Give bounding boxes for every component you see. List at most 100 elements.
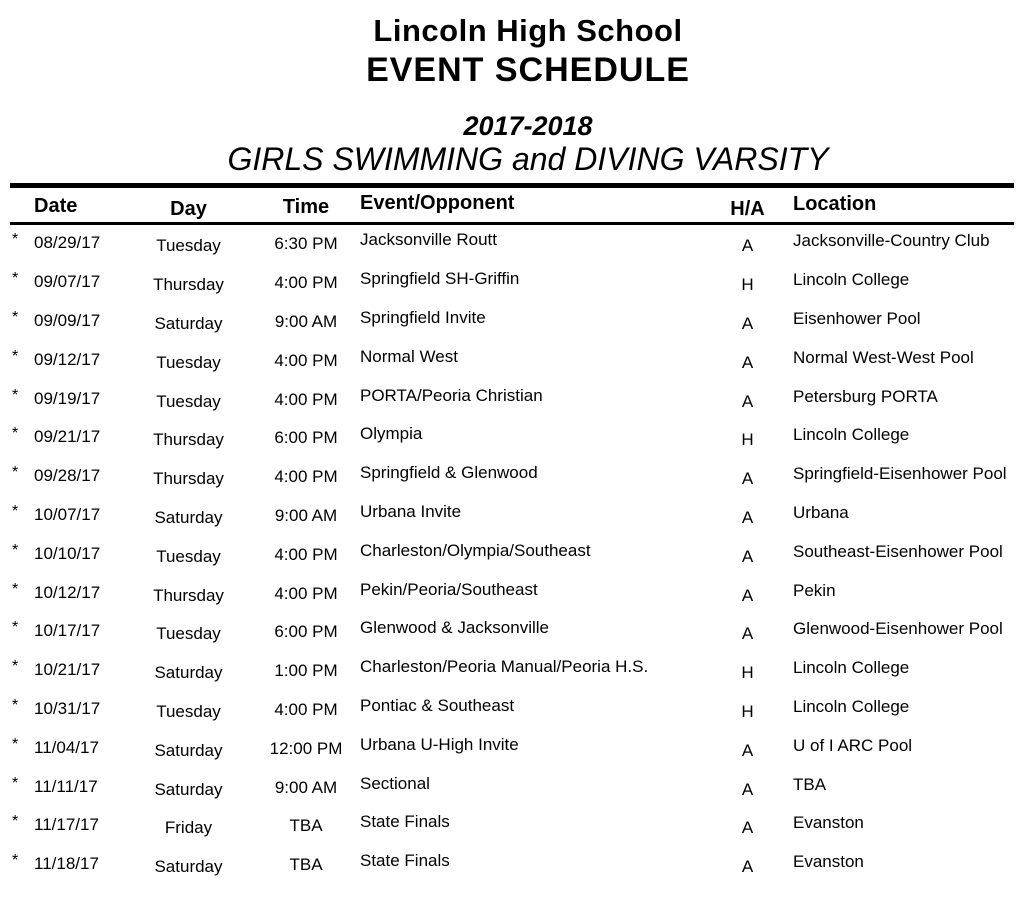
table-row: * 11/11/17 Saturday 9:00 AM Sectional A … bbox=[0, 767, 1024, 806]
home-away-cell: A bbox=[741, 236, 754, 256]
day-cell: Thursday bbox=[153, 275, 224, 295]
event-opponent-cell: Springfield & Glenwood bbox=[360, 463, 538, 483]
time-cell: 9:00 AM bbox=[274, 777, 338, 797]
column-header-day: Day bbox=[170, 197, 207, 220]
event-opponent-cell: Pekin/Peoria/Southeast bbox=[360, 579, 538, 599]
event-opponent-cell: Sectional bbox=[360, 773, 430, 793]
date-cell: 11/11/17 bbox=[34, 776, 98, 796]
home-away-cell: A bbox=[741, 740, 754, 760]
date-cell: 09/12/17 bbox=[34, 349, 101, 369]
table-header-row: Date Day Time Event/Opponent H/A Locatio… bbox=[0, 192, 1024, 220]
day-cell: Friday bbox=[164, 818, 213, 838]
location-cell: Evanston bbox=[793, 813, 864, 833]
event-opponent-cell: Charleston/Olympia/Southeast bbox=[360, 540, 591, 560]
event-opponent-cell: Pontiac & Southeast bbox=[360, 695, 515, 715]
date-cell: 09/07/17 bbox=[34, 272, 101, 292]
date-cell: 09/09/17 bbox=[34, 310, 101, 330]
row-marker: * bbox=[12, 813, 19, 831]
home-away-cell: A bbox=[741, 546, 754, 566]
location-cell: Pekin bbox=[793, 580, 836, 600]
time-cell: TBA bbox=[289, 816, 323, 836]
column-header-date: Date bbox=[34, 194, 78, 217]
divider-thick bbox=[10, 183, 1014, 188]
day-cell: Saturday bbox=[154, 857, 223, 877]
day-cell: Tuesday bbox=[156, 701, 221, 721]
date-cell: 11/04/17 bbox=[34, 737, 99, 757]
time-cell: 12:00 PM bbox=[269, 738, 343, 758]
location-cell: Lincoln College bbox=[793, 270, 910, 290]
date-cell: 10/07/17 bbox=[34, 504, 101, 524]
day-cell: Thursday bbox=[153, 469, 224, 489]
time-cell: TBA bbox=[289, 855, 323, 875]
date-cell: 10/10/17 bbox=[34, 543, 101, 563]
home-away-cell: H bbox=[741, 701, 754, 721]
time-cell: 4:00 PM bbox=[274, 389, 338, 409]
day-cell: Tuesday bbox=[156, 236, 221, 256]
column-header-location: Location bbox=[793, 192, 877, 215]
location-cell: Jacksonville-Country Club bbox=[793, 231, 990, 251]
time-cell: 6:00 PM bbox=[274, 622, 338, 642]
row-marker: * bbox=[12, 696, 19, 714]
time-cell: 4:00 PM bbox=[274, 583, 338, 603]
day-cell: Thursday bbox=[153, 585, 224, 605]
day-cell: Saturday bbox=[154, 663, 223, 683]
time-cell: 1:00 PM bbox=[274, 661, 338, 681]
divider-thin bbox=[10, 222, 1014, 225]
page-title: EVENT SCHEDULE bbox=[366, 51, 690, 89]
home-away-cell: H bbox=[741, 275, 754, 295]
table-row: * 10/12/17 Thursday 4:00 PM Pekin/Peoria… bbox=[0, 573, 1024, 612]
row-marker: * bbox=[12, 658, 19, 676]
location-cell: Springfield-Eisenhower Pool bbox=[793, 464, 1007, 484]
location-cell: Normal West-West Pool bbox=[793, 347, 974, 367]
table-row: * 09/21/17 Thursday 6:00 PM Olympia H Li… bbox=[0, 418, 1024, 457]
event-opponent-cell: Glenwood & Jacksonville bbox=[360, 618, 549, 638]
date-cell: 09/28/17 bbox=[34, 466, 101, 486]
event-opponent-cell: Charleston/Peoria Manual/Peoria H.S. bbox=[360, 657, 649, 677]
day-cell: Saturday bbox=[154, 740, 223, 760]
date-cell: 11/17/17 bbox=[34, 815, 99, 835]
home-away-cell: A bbox=[741, 624, 754, 644]
event-opponent-cell: Springfield SH-Griffin bbox=[360, 269, 520, 289]
table-row: * 09/28/17 Thursday 4:00 PM Springfield … bbox=[0, 457, 1024, 496]
home-away-cell: A bbox=[741, 779, 754, 799]
row-marker: * bbox=[12, 619, 19, 637]
home-away-cell: H bbox=[741, 663, 754, 683]
location-cell: TBA bbox=[793, 774, 827, 794]
table-row: * 11/17/17 Friday TBA State Finals A Eva… bbox=[0, 806, 1024, 845]
table-row: * 09/07/17 Thursday 4:00 PM Springfield … bbox=[0, 263, 1024, 302]
day-cell: Saturday bbox=[154, 779, 223, 799]
season-label: 2017-2018 bbox=[463, 111, 593, 141]
event-opponent-cell: PORTA/Peoria Christian bbox=[360, 385, 543, 405]
time-cell: 9:00 AM bbox=[274, 311, 338, 331]
day-cell: Tuesday bbox=[156, 352, 221, 372]
row-marker: * bbox=[12, 347, 19, 365]
table-row: * 11/18/17 Saturday TBA State Finals A E… bbox=[0, 845, 1024, 884]
table-row: * 10/07/17 Saturday 9:00 AM Urbana Invit… bbox=[0, 496, 1024, 535]
location-cell: Lincoln College bbox=[793, 658, 910, 678]
table-row: * 11/04/17 Saturday 12:00 PM Urbana U-Hi… bbox=[0, 728, 1024, 767]
row-marker: * bbox=[12, 270, 19, 288]
home-away-cell: A bbox=[741, 352, 754, 372]
row-marker: * bbox=[12, 852, 19, 870]
date-cell: 10/17/17 bbox=[34, 621, 101, 641]
time-cell: 6:00 PM bbox=[274, 428, 338, 448]
date-cell: 09/19/17 bbox=[34, 388, 101, 408]
team-subtitle: GIRLS SWIMMING and DIVING VARSITY bbox=[227, 141, 829, 177]
date-cell: 10/31/17 bbox=[34, 698, 101, 718]
day-cell: Saturday bbox=[154, 507, 223, 527]
event-opponent-cell: State Finals bbox=[360, 812, 450, 832]
school-name: Lincoln High School bbox=[373, 13, 683, 48]
time-cell: 6:30 PM bbox=[274, 234, 338, 254]
row-marker: * bbox=[12, 308, 19, 326]
day-cell: Thursday bbox=[153, 430, 224, 450]
location-cell: Urbana bbox=[793, 502, 849, 522]
home-away-cell: A bbox=[741, 585, 754, 605]
row-marker: * bbox=[12, 541, 19, 559]
event-opponent-cell: Jacksonville Routt bbox=[360, 230, 498, 250]
time-cell: 4:00 PM bbox=[274, 467, 338, 487]
location-cell: Glenwood-Eisenhower Pool bbox=[793, 619, 1003, 639]
table-row: * 08/29/17 Tuesday 6:30 PM Jacksonville … bbox=[0, 224, 1024, 263]
day-cell: Tuesday bbox=[156, 624, 221, 644]
column-header-time: Time bbox=[282, 195, 330, 218]
